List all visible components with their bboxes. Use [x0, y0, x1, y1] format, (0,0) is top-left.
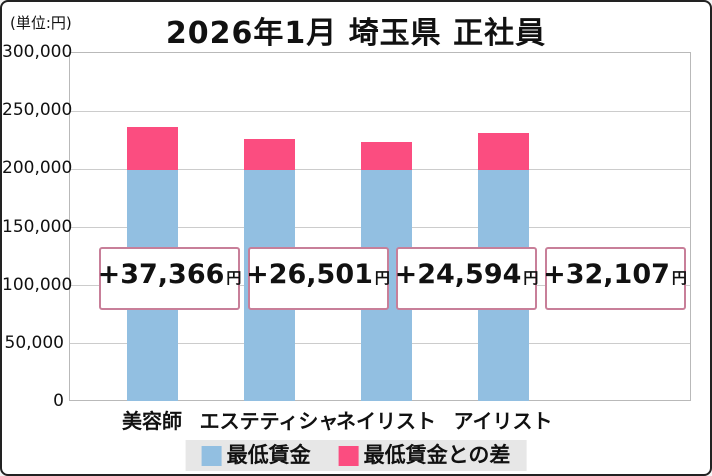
- category-label: 美容師: [122, 409, 182, 433]
- y-tick-label: 200,000: [2, 158, 73, 179]
- bar-segment-diff: [477, 132, 529, 171]
- category-label: アイリスト: [453, 409, 553, 433]
- bar-segment-diff: [126, 126, 178, 171]
- legend-label: 最低賃金: [226, 443, 311, 467]
- callout-amount: +26,501: [246, 259, 373, 290]
- bar-segment-diff: [360, 141, 412, 171]
- legend-swatch: [201, 445, 222, 466]
- callout-unit: 円: [226, 269, 242, 287]
- category-label: ネイリスト: [336, 409, 436, 433]
- unit-label: (単位:円): [10, 14, 72, 32]
- gridline: [70, 110, 690, 112]
- y-tick-label: 150,000: [2, 216, 73, 237]
- legend-label: 最低賃金との差: [363, 443, 511, 467]
- legend-item: 最低賃金との差: [338, 443, 511, 467]
- legend-swatch: [338, 445, 359, 466]
- y-tick-label: 0: [53, 391, 64, 411]
- legend-item: 最低賃金: [201, 443, 311, 467]
- callout-box: +24,594 円: [394, 247, 539, 310]
- legend: 最低賃金 最低賃金との差: [185, 440, 527, 471]
- callout-box: +37,366 円: [97, 247, 242, 310]
- y-tick-label: 100,000: [2, 274, 73, 295]
- callout-box: +26,501 円: [246, 247, 390, 310]
- y-tick-label: 250,000: [2, 100, 73, 121]
- callout-amount: +24,594: [394, 259, 522, 290]
- y-tick-label: 300,000: [2, 42, 73, 62]
- callout-unit: 円: [671, 269, 687, 287]
- callout-unit: 円: [374, 269, 390, 287]
- y-tick-label: 50,000: [4, 332, 64, 353]
- chart-title: 2026年1月 埼玉県 正社員: [165, 16, 547, 51]
- callout-amount: +37,366: [97, 259, 225, 290]
- callout-amount: +32,107: [543, 259, 670, 290]
- bar-segment-diff: [243, 139, 295, 171]
- callout-unit: 円: [523, 269, 539, 287]
- callout-box: +32,107 円: [543, 247, 687, 310]
